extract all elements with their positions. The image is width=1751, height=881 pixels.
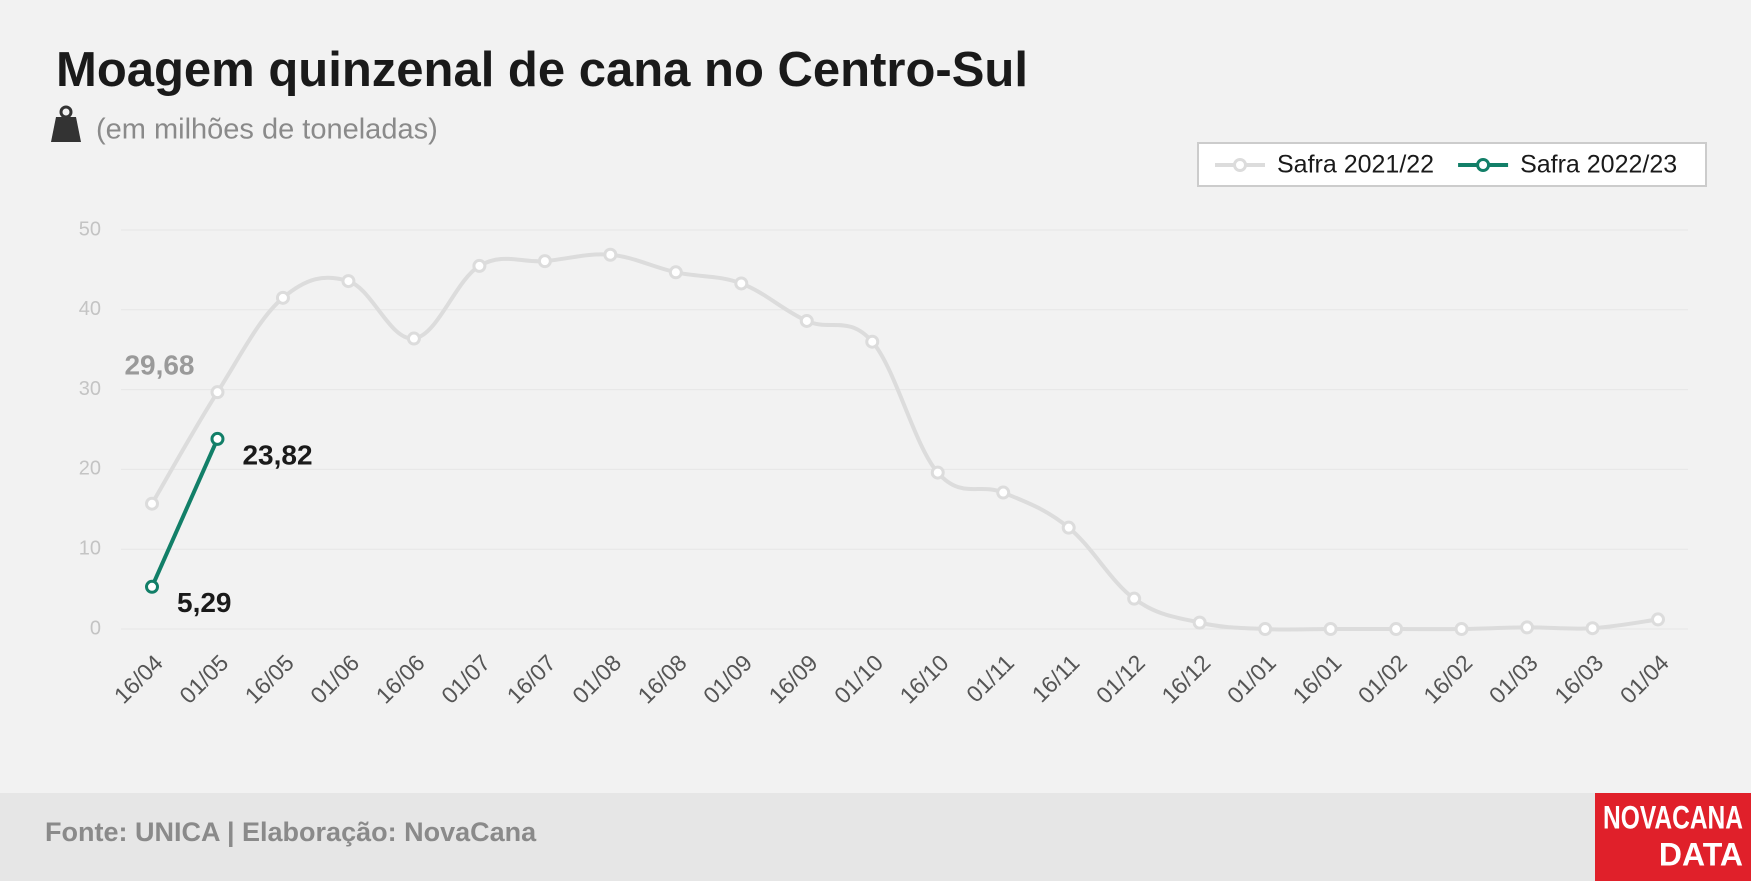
data-point: [145, 579, 159, 594]
data-point: [1258, 622, 1273, 636]
data-point: [1651, 612, 1665, 627]
series-line: [150, 438, 220, 588]
weight-icon: [51, 105, 81, 142]
data-point: [210, 431, 225, 446]
logo-text: DATA: [1659, 836, 1743, 872]
data-point: [799, 313, 814, 328]
chart-title: Moagem quinzenal de cana no Centro-Sul: [56, 43, 1028, 97]
data-label: 29,68: [124, 350, 194, 381]
data-point: [996, 485, 1011, 500]
logo-box: [1595, 793, 1751, 881]
legend-label: Safra 2022/23: [1520, 151, 1677, 179]
data-point: [668, 265, 683, 280]
data-label: 23,82: [242, 439, 312, 470]
legend-marker: [1476, 158, 1491, 172]
y-tick-label: 50: [79, 218, 101, 240]
data-point: [734, 276, 749, 291]
data-point: [145, 496, 159, 511]
data-point: [341, 274, 356, 289]
legend-label: Safra 2021/22: [1277, 151, 1434, 179]
data-point: [406, 331, 421, 346]
footer: [0, 793, 1751, 881]
legend-marker: [1233, 158, 1247, 172]
data-point: [1454, 622, 1469, 636]
data-point: [1061, 520, 1076, 535]
chart-subtitle: (em milhões de toneladas): [96, 114, 438, 146]
y-tick-label: 30: [79, 378, 101, 400]
legend-box: [1197, 142, 1707, 187]
data-point: [537, 254, 552, 269]
data-point: [1127, 591, 1142, 606]
data-point: [865, 334, 880, 349]
logo-text: NOVACANA: [1603, 799, 1743, 835]
y-tick-label: 10: [79, 537, 101, 559]
data-point: [472, 258, 487, 273]
y-tick-label: 0: [90, 617, 101, 639]
data-label: 5,29: [177, 587, 232, 618]
y-tick-label: 20: [79, 458, 101, 480]
data-point: [930, 465, 945, 480]
data-point: [603, 247, 618, 262]
data-point: [210, 385, 225, 400]
data-point: [1585, 621, 1600, 636]
data-point: [1389, 622, 1404, 636]
data-point: [1192, 615, 1207, 630]
source: Fonte: UNICA | Elaboração: NovaCana: [45, 817, 537, 847]
data-point: [275, 290, 290, 305]
data-point: [1520, 620, 1535, 635]
y-tick-label: 40: [79, 298, 101, 320]
data-point: [1323, 622, 1338, 636]
